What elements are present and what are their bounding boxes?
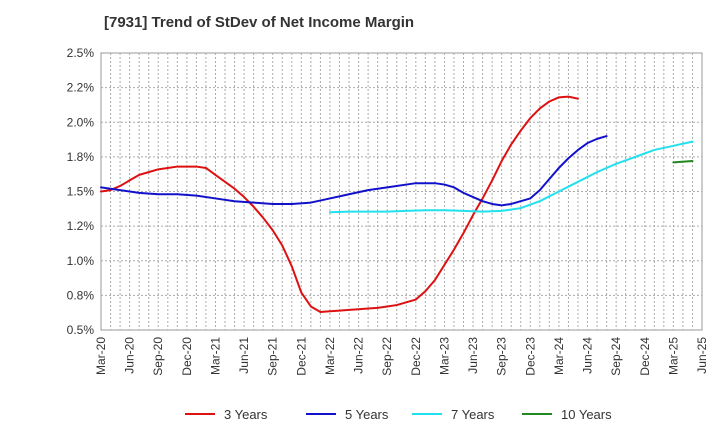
- series-line-5-years: [100, 135, 608, 207]
- x-tick-label: Sep-23: [495, 337, 509, 376]
- axes: 0.5% 0.8% 1.0% 1.2% 1.5% 1.8% 2.0% 2.2% 2.5% Mar-…: [67, 46, 709, 376]
- series-lines: [100, 95, 694, 313]
- x-tick-label: Mar-22: [323, 337, 337, 375]
- x-tick-label: Dec-21: [294, 337, 308, 376]
- legend-label: 7 Years: [451, 407, 495, 422]
- x-tick-label: Mar-24: [552, 337, 566, 375]
- x-tick-label: Dec-20: [180, 337, 194, 376]
- y-tick-label: 0.5%: [67, 323, 95, 337]
- x-tick-label: Dec-24: [638, 337, 652, 376]
- x-tick-label: Jun-25: [695, 337, 709, 374]
- grid: [100, 52, 703, 331]
- y-tick-label: 2.0%: [67, 115, 95, 129]
- x-tick-label: Dec-22: [409, 337, 423, 376]
- x-tick-label: Dec-23: [523, 337, 537, 376]
- x-tick-label: Sep-21: [266, 337, 280, 376]
- y-tick-label: 1.8%: [67, 150, 95, 164]
- legend-label: 3 Years: [224, 407, 268, 422]
- series-line-7-years: [328, 140, 694, 214]
- x-tick-label: Sep-22: [380, 337, 394, 376]
- x-tick-label: Mar-25: [666, 337, 680, 375]
- series-line-3-years: [100, 95, 579, 313]
- x-tick-label: Jun-22: [352, 337, 366, 374]
- x-tick-label: Jun-21: [237, 337, 251, 374]
- y-tick-label: 0.8%: [67, 288, 95, 302]
- y-tick-label: 1.2%: [67, 219, 95, 233]
- series-line-10-years: [672, 160, 694, 164]
- x-tick-label: Mar-21: [208, 337, 222, 375]
- legend: 3 Years 5 Years 7 Years 10 Years: [185, 407, 612, 422]
- x-tick-label: Mar-23: [437, 337, 451, 375]
- legend-label: 5 Years: [345, 407, 389, 422]
- x-tick-label: Sep-20: [151, 337, 165, 376]
- legend-label: 10 Years: [561, 407, 612, 422]
- y-tick-label: 1.5%: [67, 185, 95, 199]
- x-tick-label: Jun-20: [123, 337, 137, 374]
- y-tick-label: 2.2%: [67, 81, 95, 95]
- y-tick-label: 1.0%: [67, 254, 95, 268]
- chart-title: [7931] Trend of StDev of Net Income Marg…: [104, 14, 415, 31]
- x-tick-label: Jun-24: [581, 337, 595, 374]
- x-tick-label: Jun-23: [466, 337, 480, 374]
- x-tick-label: Mar-20: [94, 337, 108, 375]
- y-tick-label: 2.5%: [67, 46, 95, 60]
- x-tick-label: Sep-24: [609, 337, 623, 376]
